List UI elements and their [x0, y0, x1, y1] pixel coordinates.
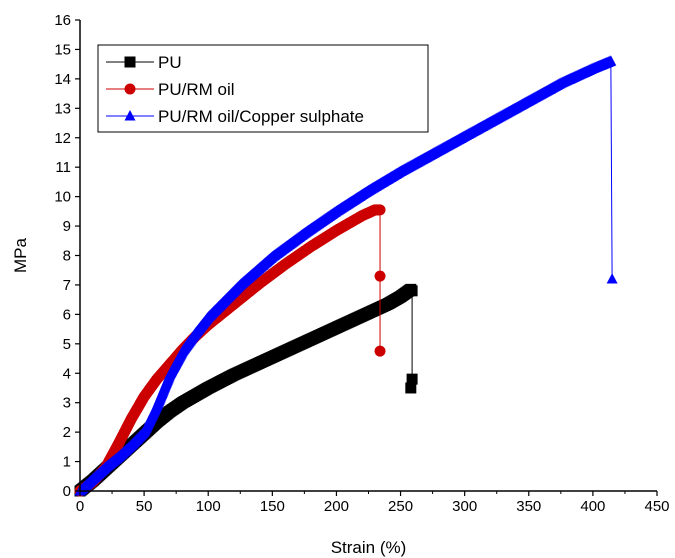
- x-tick-label: 450: [644, 498, 669, 515]
- x-tick-label: 300: [452, 498, 477, 515]
- y-tick-label: 0: [63, 483, 71, 500]
- series-2: [74, 55, 618, 496]
- legend-item-1: PU/RM oil: [106, 80, 235, 99]
- x-tick-label: 350: [516, 498, 541, 515]
- legend-item-2: PU/RM oil/Copper sulphate: [106, 107, 364, 126]
- x-tick-label: 100: [196, 498, 221, 515]
- legend-marker: [124, 56, 136, 68]
- y-tick-label: 3: [63, 395, 71, 412]
- y-tick-label: 16: [54, 12, 71, 29]
- y-tick-label: 11: [55, 159, 71, 176]
- x-tick-label: 200: [324, 498, 349, 515]
- axes-layer: 0 50 100 150 200 250 300 350 400 4500123456789101…: [54, 12, 669, 515]
- data-point: [605, 55, 617, 66]
- y-tick-label: 9: [63, 218, 71, 235]
- x-axis-title: Strain (%): [331, 538, 407, 557]
- y-tick-label: 1: [63, 454, 71, 471]
- y-tick-label: 14: [54, 71, 71, 88]
- y-tick-label: 5: [63, 336, 71, 353]
- x-tick-label: 50: [136, 498, 153, 515]
- data-point: [406, 373, 418, 385]
- data-point: [406, 285, 418, 297]
- data-point: [606, 273, 618, 284]
- legend-label: PU/RM oil: [158, 80, 235, 99]
- legend: PU PU/RM oil PU/RM oil/Copper sulphate: [97, 44, 429, 133]
- y-tick-label: 10: [54, 189, 71, 206]
- y-axis-title: MPa: [11, 237, 30, 273]
- y-tick-label: 7: [63, 277, 71, 294]
- legend-label: PU/RM oil/Copper sulphate: [158, 107, 364, 126]
- y-tick-label: 15: [54, 41, 71, 58]
- y-tick-label: 2: [63, 424, 71, 441]
- x-tick-label: 400: [580, 498, 605, 515]
- data-point: [374, 270, 386, 282]
- y-tick-label: 6: [63, 306, 71, 323]
- legend-item-0: PU: [106, 53, 182, 72]
- legend-marker: [124, 83, 136, 95]
- data-point: [374, 345, 386, 357]
- x-tick-label: 0: [76, 498, 84, 515]
- y-tick-label: 8: [63, 248, 71, 265]
- legend-marker: [124, 110, 136, 121]
- series-0: [74, 283, 418, 497]
- x-tick-label: 250: [388, 498, 413, 515]
- series-layer: [74, 55, 618, 497]
- y-tick-label: 13: [54, 100, 71, 117]
- y-tick-label: 12: [54, 130, 71, 147]
- x-tick-label: 150: [260, 498, 285, 515]
- data-point: [374, 204, 386, 216]
- data-point: [405, 382, 417, 394]
- legend-label: PU: [158, 53, 182, 72]
- y-tick-label: 4: [63, 365, 71, 382]
